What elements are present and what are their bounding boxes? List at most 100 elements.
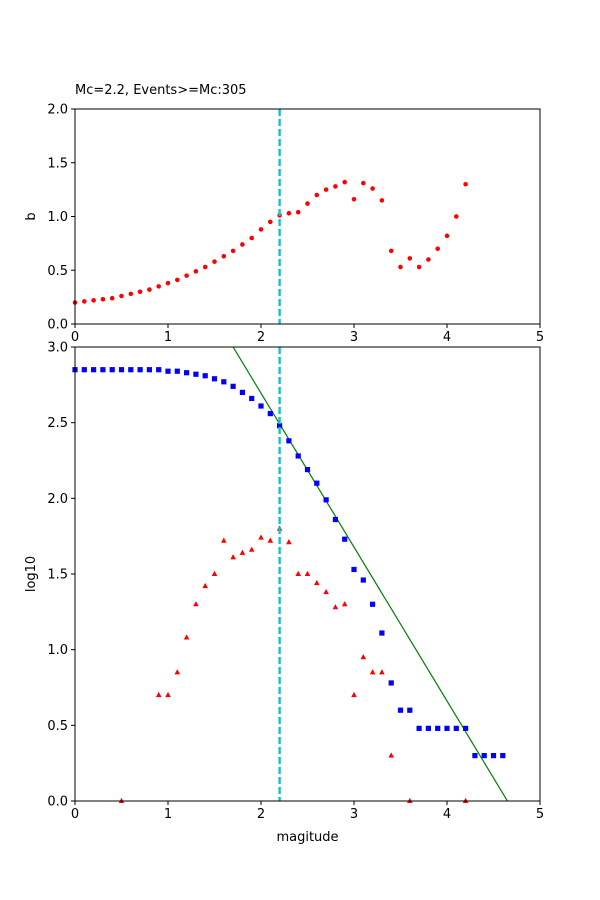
b-value-b-value-point bbox=[323, 187, 329, 192]
frequency-magnitude-non-cumulative-point bbox=[239, 549, 246, 555]
frequency-magnitude-cumulative-point bbox=[249, 395, 255, 402]
b-value-b-value-point bbox=[91, 298, 96, 303]
frequency-magnitude-cumulative-point bbox=[100, 367, 106, 373]
frequency-magnitude-panel: magitude log10 0 1 2 3 4 5 0.0 0.5 1.0 1.5 2.0 2.5 3… bbox=[24, 341, 544, 846]
frequency-magnitude-non-cumulative-point bbox=[332, 604, 339, 610]
b-value-b-value-point bbox=[351, 197, 357, 202]
b-value-b-value-point bbox=[258, 227, 264, 232]
frequency-magnitude-cumulative-point bbox=[342, 536, 348, 542]
frequency-magnitude-non-cumulative-point bbox=[221, 537, 227, 543]
b-value-b-value-point bbox=[361, 180, 366, 186]
b-value-b-value-point bbox=[454, 214, 459, 219]
b-value-b-value-point bbox=[221, 253, 227, 259]
frequency-magnitude-x-tick-label: 2 bbox=[257, 807, 265, 822]
b-value-b-value-point bbox=[184, 273, 189, 278]
frequency-magnitude-cumulative-point bbox=[230, 383, 236, 389]
frequency-magnitude-cumulative-point bbox=[267, 410, 273, 417]
b-value-b-value-point bbox=[147, 287, 152, 292]
b-value-x-tick-label: 3 bbox=[350, 330, 358, 345]
frequency-magnitude-non-cumulative-point bbox=[462, 797, 469, 803]
b-value-b-value-point bbox=[202, 264, 208, 270]
frequency-magnitude-cumulative-point bbox=[314, 480, 320, 486]
frequency-magnitude-cumulative-point bbox=[118, 367, 125, 373]
frequency-magnitude-cumulative-point bbox=[221, 379, 227, 385]
b-value-b-value-point bbox=[119, 293, 124, 299]
frequency-magnitude-non-cumulative-point bbox=[314, 579, 320, 586]
frequency-magnitude-cumulative-point bbox=[304, 466, 311, 473]
frequency-magnitude-cumulative-point bbox=[425, 725, 431, 731]
frequency-magnitude-cumulative-point bbox=[81, 367, 87, 373]
b-value-y-tick-label: 0.0 bbox=[47, 318, 68, 333]
b-value-b-value-point bbox=[305, 201, 310, 206]
b-value-b-value-point bbox=[407, 256, 413, 261]
frequency-magnitude-non-cumulative-point bbox=[286, 539, 292, 545]
frequency-magnitude-cumulative-point bbox=[332, 516, 338, 523]
b-value-y-tick-label: 2.0 bbox=[47, 103, 68, 118]
b-value-b-value-point bbox=[416, 264, 422, 270]
frequency-magnitude-non-cumulative-point bbox=[193, 601, 199, 607]
frequency-magnitude-y-tick-label: 2.5 bbox=[47, 416, 68, 431]
b-value-b-value-point bbox=[137, 289, 143, 295]
frequency-magnitude-cumulative-point bbox=[360, 577, 366, 583]
frequency-magnitude-non-cumulative-point bbox=[258, 534, 264, 540]
frequency-magnitude-y-tick-label: 0.0 bbox=[47, 795, 68, 810]
frequency-magnitude-cumulative-point bbox=[444, 725, 450, 731]
frequency-magnitude-x-tick-label: 4 bbox=[443, 807, 451, 822]
b-value-b-value-point bbox=[379, 198, 385, 203]
b-value-b-value-point bbox=[100, 296, 106, 302]
frequency-magnitude-non-cumulative-point bbox=[351, 691, 357, 698]
frequency-magnitude-cumulative-point bbox=[258, 403, 264, 409]
frequency-magnitude-x-tick-label: 3 bbox=[350, 807, 358, 822]
frequency-magnitude-cumulative-point bbox=[137, 367, 143, 373]
b-value-b-value-point bbox=[444, 233, 450, 239]
b-value-b-value-point bbox=[398, 264, 403, 270]
frequency-magnitude-cumulative-point bbox=[193, 371, 199, 377]
b-value-b-value-point bbox=[463, 181, 468, 187]
b-value-b-value-point bbox=[333, 184, 338, 189]
frequency-magnitude-cumulative-point bbox=[146, 367, 152, 373]
frequency-magnitude-cumulative-point bbox=[109, 367, 115, 373]
frequency-magnitude-cumulative-point bbox=[277, 423, 283, 429]
frequency-magnitude-cumulative-point bbox=[500, 753, 506, 759]
frequency-magnitude-cumulative-point bbox=[379, 630, 385, 636]
b-value-b-value-point bbox=[314, 192, 320, 198]
b-value-b-value-point bbox=[426, 257, 431, 262]
frequency-magnitude-non-cumulative-point bbox=[248, 546, 255, 552]
frequency-magnitude-non-cumulative-point bbox=[388, 752, 394, 758]
frequency-magnitude-cumulative-point bbox=[202, 373, 208, 379]
frequency-magnitude-y-tick-label: 2.0 bbox=[47, 492, 68, 507]
frequency-magnitude-x-tick-label: 1 bbox=[164, 807, 172, 822]
frequency-magnitude-non-cumulative-point bbox=[323, 588, 329, 595]
frequency-magnitude-cumulative-point bbox=[370, 601, 376, 607]
frequency-magnitude-cumulative-point bbox=[156, 367, 162, 373]
b-value-title: Mc=2.2, Events>=Mc:305 bbox=[75, 83, 247, 98]
frequency-magnitude-non-cumulative-point bbox=[202, 582, 208, 589]
frequency-magnitude-cumulative-point bbox=[211, 376, 218, 382]
b-value-y-tick-label: 1.5 bbox=[47, 156, 68, 171]
frequency-magnitude-cumulative-point bbox=[463, 725, 469, 731]
b-value-b-value-point bbox=[268, 219, 273, 225]
b-value-b-value-point bbox=[156, 284, 161, 289]
b-value-b-value-point bbox=[286, 210, 292, 216]
b-value-b-value-point bbox=[435, 246, 441, 252]
frequency-magnitude-cumulative-point bbox=[407, 707, 413, 713]
frequency-magnitude-non-cumulative-point bbox=[341, 601, 348, 607]
frequency-magnitude-non-cumulative-point bbox=[304, 570, 311, 576]
frequency-magnitude-non-cumulative-point bbox=[407, 797, 413, 803]
frequency-magnitude-cumulative-point bbox=[165, 368, 171, 374]
b-value-b-value-point bbox=[128, 291, 134, 297]
b-value-x-tick-label: 5 bbox=[536, 330, 544, 345]
frequency-magnitude-cumulative-point bbox=[91, 367, 97, 373]
b-value-b-value-point bbox=[249, 235, 254, 241]
frequency-magnitude-cumulative-point bbox=[174, 368, 180, 374]
b-value-x-tick-label: 1 bbox=[164, 330, 172, 345]
frequency-magnitude-non-cumulative-point bbox=[155, 691, 162, 698]
b-value-x-tick-label: 2 bbox=[257, 330, 265, 345]
frequency-magnitude-y-axis-label: log10 bbox=[24, 556, 39, 592]
frequency-magnitude-cumulative-point bbox=[295, 453, 301, 459]
b-value-b-value-point bbox=[165, 280, 171, 286]
b-value-b-value-point bbox=[82, 299, 87, 304]
b-value-b-value-point bbox=[388, 248, 394, 254]
b-value-b-value-point bbox=[230, 248, 236, 254]
